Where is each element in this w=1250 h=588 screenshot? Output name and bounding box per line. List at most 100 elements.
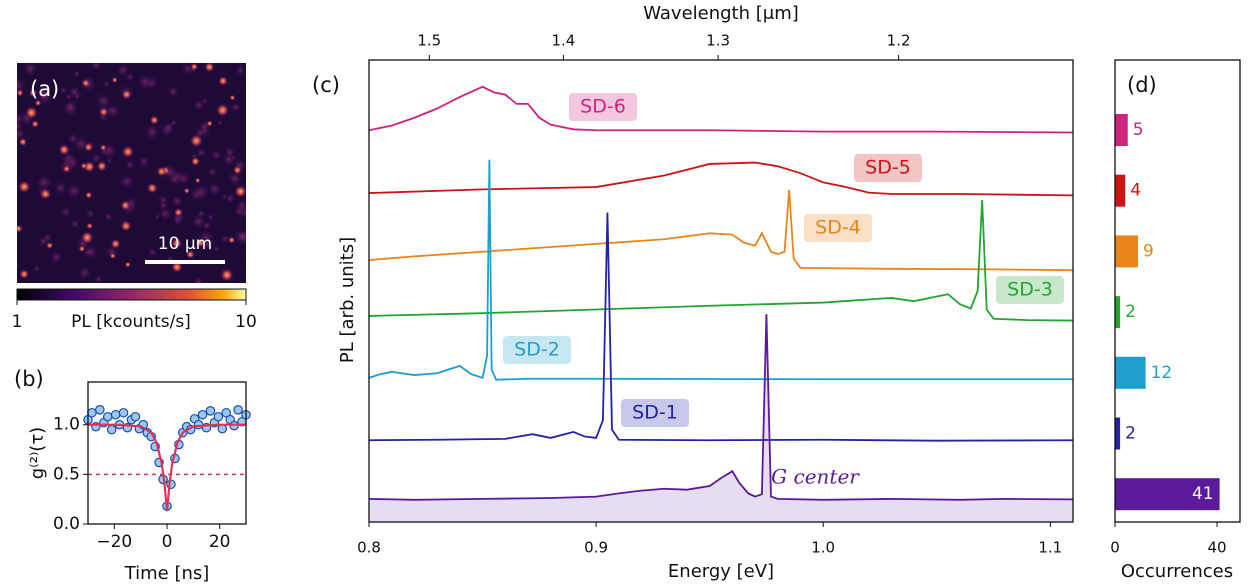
image-speckle: [201, 97, 209, 105]
bar: [1115, 235, 1138, 267]
bar-label: 4: [1130, 181, 1141, 201]
page: 10 μm110PL [kcounts/s]−200200.00.51.0Tim…: [0, 0, 1250, 588]
image-spot: [80, 162, 87, 169]
data-point: [214, 413, 222, 421]
y-axis-label: PL [arb. units]: [337, 237, 358, 363]
bar-label: 9: [1143, 241, 1154, 261]
image-spot: [31, 120, 39, 128]
fit-line: [88, 425, 246, 511]
image-spot: [79, 245, 86, 252]
x-tick-label: 1.1: [1038, 539, 1062, 557]
image-speckle: [77, 266, 92, 281]
image-spot: [228, 236, 236, 244]
figure: 10 μm110PL [kcounts/s]−200200.00.51.0Tim…: [0, 0, 1250, 588]
axes-frame: [369, 60, 1073, 522]
panel-label: (c): [312, 73, 340, 97]
image-spot: [150, 115, 160, 125]
image-speckle: [116, 63, 130, 77]
bar-label: 2: [1125, 302, 1136, 322]
data-point: [96, 406, 104, 414]
image-spot: [195, 177, 201, 183]
image-speckle: [54, 181, 68, 195]
image-spot: [156, 166, 166, 176]
image-spot: [46, 242, 53, 249]
x-axis-label: Energy [eV]: [668, 561, 774, 582]
image-spot: [189, 134, 203, 148]
image-spot: [190, 63, 198, 71]
x-axis-label: Occurrences: [1121, 561, 1233, 582]
image-spot: [229, 95, 235, 101]
image-spot: [112, 77, 118, 83]
data-point: [234, 406, 242, 414]
image-speckle: [83, 244, 98, 259]
image-spot: [110, 239, 120, 249]
image-speckle: [85, 209, 95, 219]
image-speckle: [192, 183, 210, 201]
image-spot: [191, 157, 201, 167]
image-speckle: [94, 275, 103, 284]
scale-bar-label: 10 μm: [158, 234, 212, 254]
image-spot: [19, 269, 29, 279]
image-speckle: [119, 173, 135, 189]
y-tick-label: 1.0: [53, 415, 80, 435]
image-spot: [147, 182, 158, 193]
spectrum-line: [369, 190, 1073, 270]
image-spot: [233, 166, 242, 175]
image-speckle: [170, 194, 183, 207]
image-speckle: [138, 156, 150, 168]
colorbar-tick-label: 1: [12, 312, 23, 332]
image-speckle: [222, 153, 236, 167]
data-point: [108, 425, 116, 433]
colorbar: [17, 289, 246, 300]
bar: [1115, 175, 1125, 207]
image-spot: [216, 103, 230, 117]
bar: [1115, 296, 1120, 328]
image-speckle: [73, 70, 81, 78]
image-spot: [174, 208, 183, 217]
image-spot: [234, 185, 247, 198]
image-spot: [58, 144, 70, 156]
x-tick-label: 20: [209, 532, 231, 552]
image-spot: [184, 188, 190, 194]
image-spot: [18, 180, 31, 193]
x-tick-label: 0: [162, 532, 173, 552]
image-spot: [86, 223, 93, 230]
image-speckle: [104, 212, 113, 221]
data-point: [111, 411, 119, 419]
spectrum-line: [369, 314, 1073, 500]
image-speckle: [229, 101, 241, 113]
image-spot: [99, 107, 108, 116]
bar: [1115, 357, 1146, 389]
x-tick-label: 1.0: [811, 539, 835, 557]
image-speckle: [235, 65, 246, 76]
x-axis-label: Time [ns]: [124, 563, 210, 584]
x-tick-label: 0.8: [357, 539, 381, 557]
series-label: SD-2: [514, 339, 560, 361]
image-spot: [19, 138, 28, 147]
image-speckle: [59, 86, 68, 95]
image-spot: [204, 62, 215, 73]
image-speckle: [211, 150, 222, 161]
image-speckle: [60, 206, 71, 217]
image-spot: [40, 188, 52, 200]
panel-label: (b): [14, 367, 44, 391]
image-speckle: [191, 214, 207, 230]
bar-label: 41: [1192, 484, 1214, 504]
image-spot: [120, 200, 130, 210]
panel-label: (d): [1127, 73, 1157, 97]
image-speckle: [207, 213, 214, 220]
image-spot: [84, 142, 93, 151]
series-label: SD-1: [632, 402, 678, 424]
area: [369, 314, 1073, 522]
spectrum-line: [369, 163, 1073, 196]
image-speckle: [158, 207, 172, 221]
spectrum-line: [369, 200, 1073, 321]
series-label: SD-3: [1007, 279, 1053, 301]
image-spot: [110, 253, 117, 260]
bar-label: 5: [1133, 120, 1144, 140]
image-spot: [25, 106, 38, 119]
data-point: [104, 413, 112, 421]
image-speckle: [159, 195, 169, 205]
data-point: [198, 411, 206, 419]
bar: [1115, 114, 1128, 146]
